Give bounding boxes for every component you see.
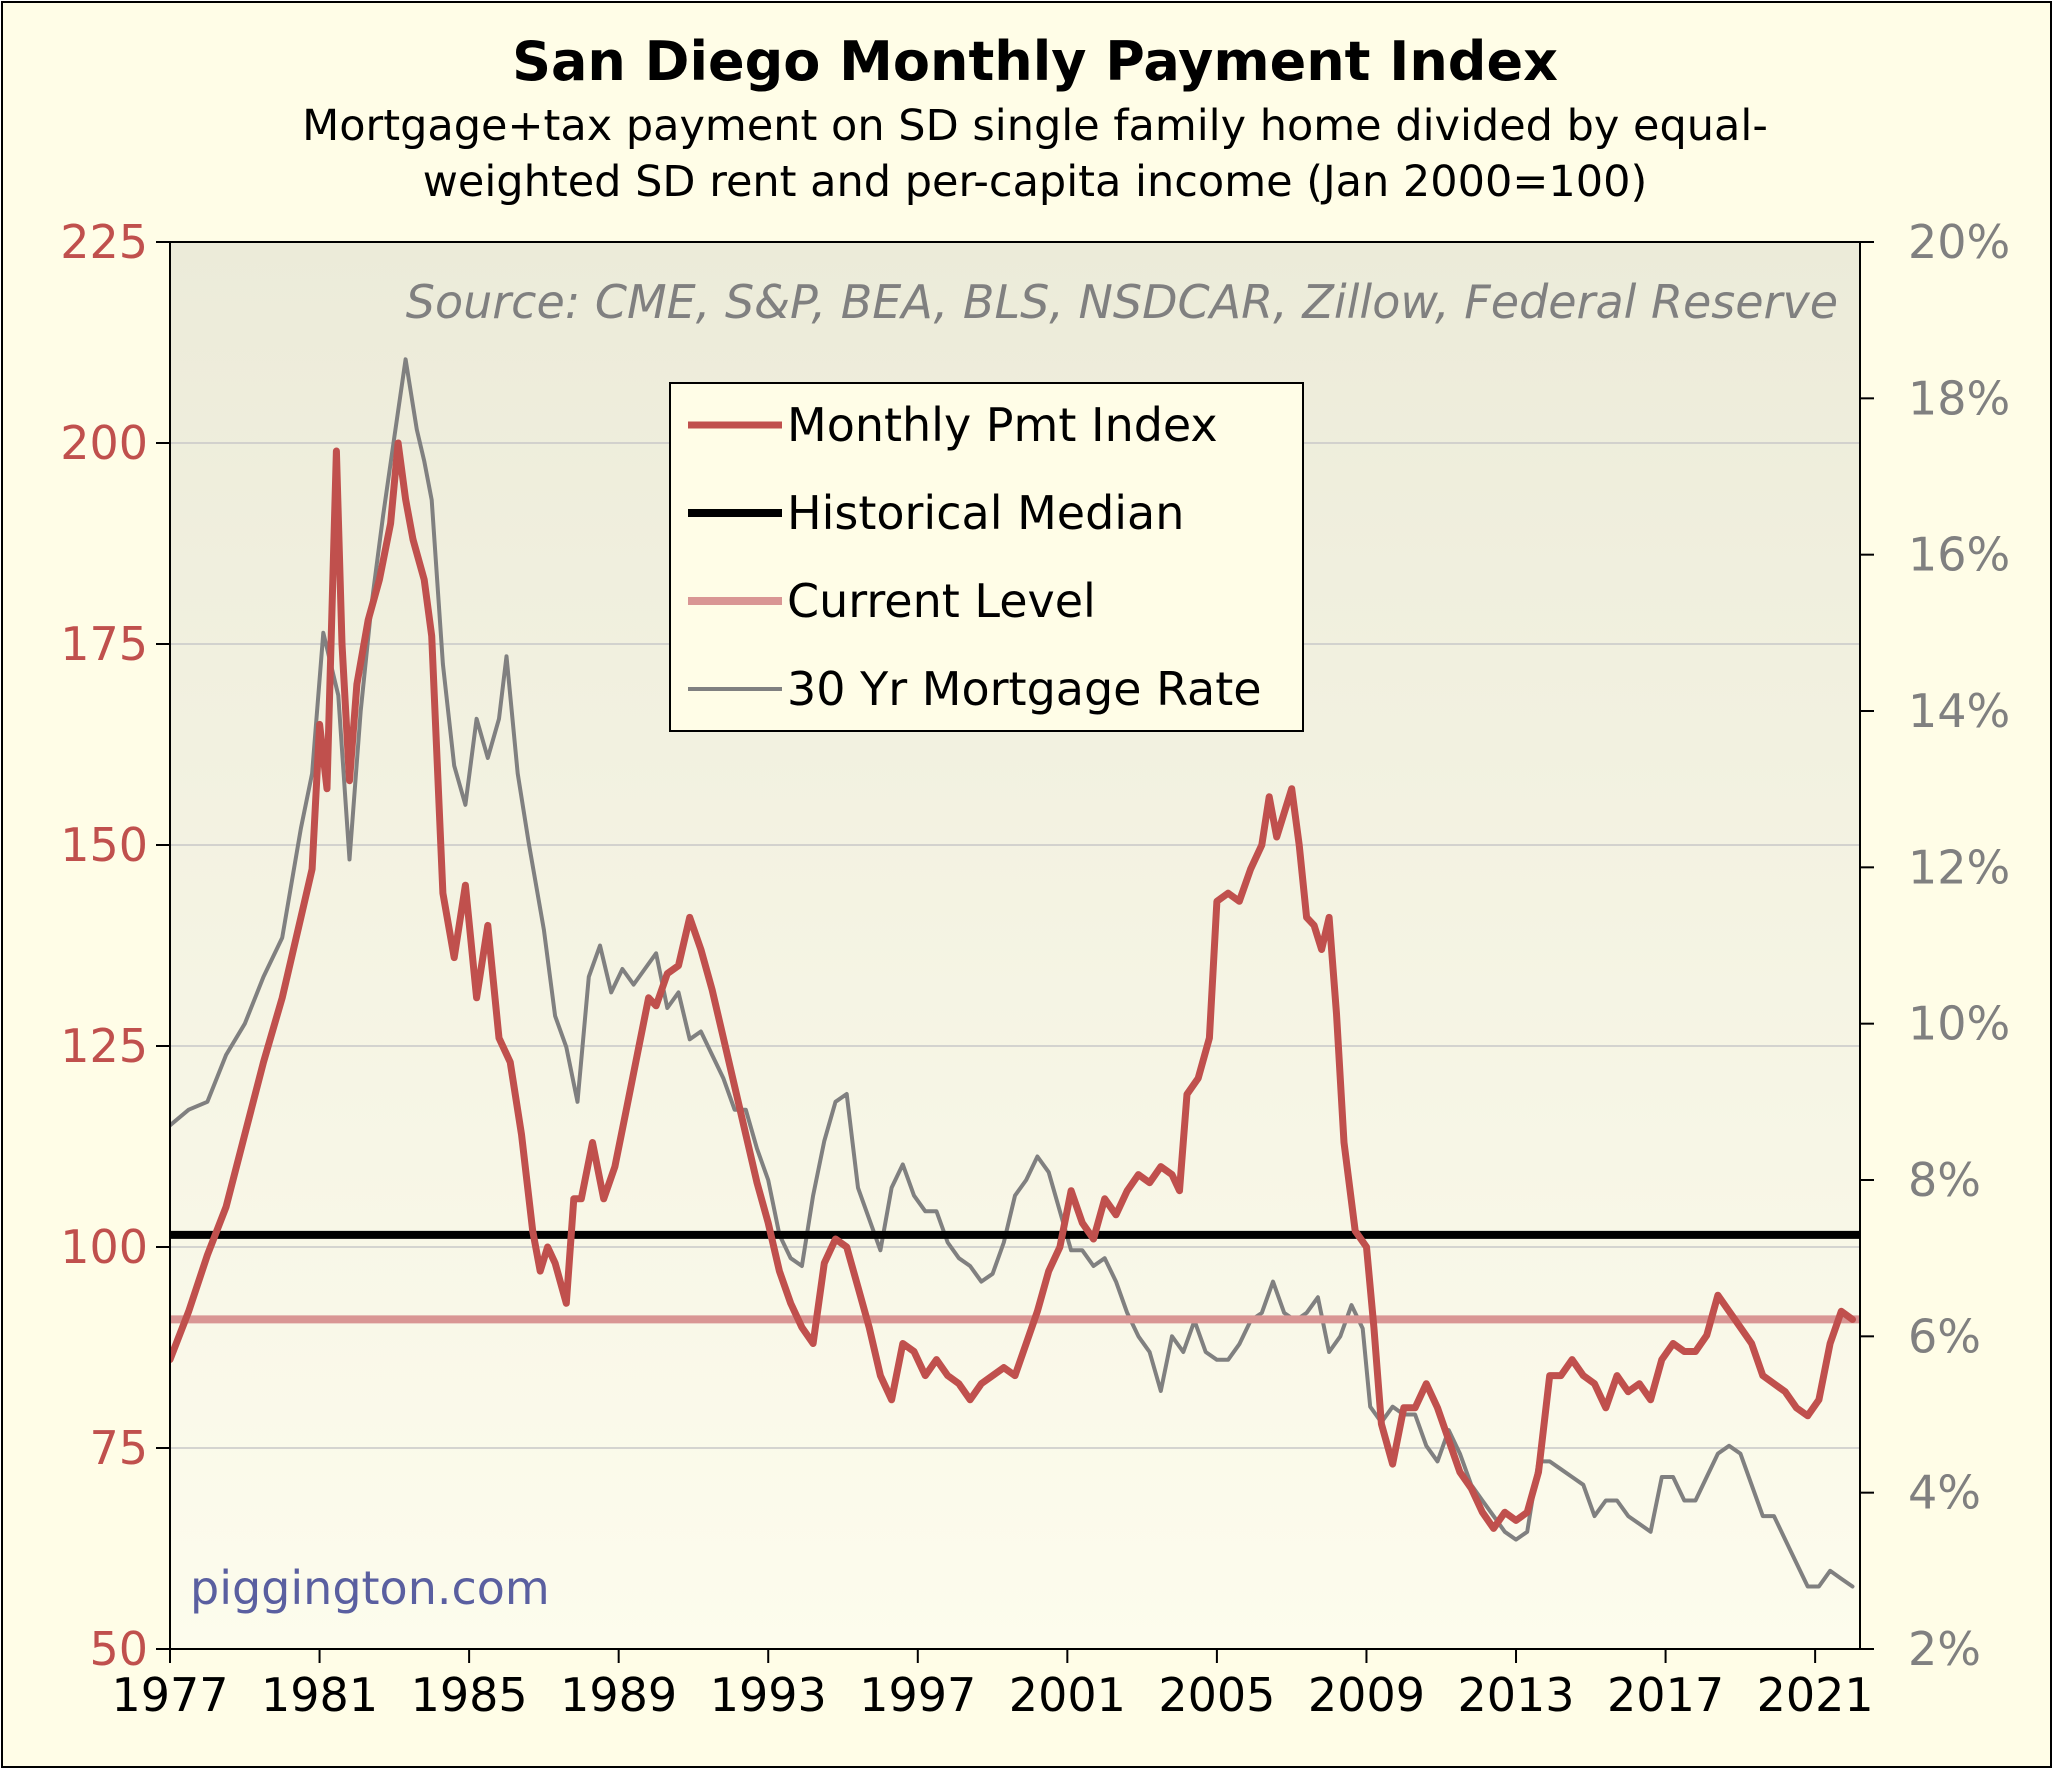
chart-subtitle-line-2: weighted SD rent and per-capita income (… <box>423 157 1648 207</box>
series-lines <box>170 357 1860 1589</box>
left-axis-tick-label: 125 <box>60 1019 148 1073</box>
x-axis-tick-label: 1977 <box>111 1668 228 1722</box>
legend-label-current-level: Current Level <box>787 574 1096 628</box>
x-axis-tick-label: 2001 <box>1009 1668 1126 1722</box>
x-axis-tick-label: 2017 <box>1607 1668 1724 1722</box>
x-axis-tick-label: 1997 <box>859 1668 976 1722</box>
left-axis-tick-label: 175 <box>60 617 148 671</box>
watermark: piggington.com <box>190 1561 550 1615</box>
left-axis-tick-label: 75 <box>89 1421 148 1475</box>
legend-box <box>669 382 1304 732</box>
series-line-30-yr-mortgage-rate <box>170 357 1855 1589</box>
x-axis-tick-label: 1989 <box>560 1668 677 1722</box>
legend: Monthly Pmt Index Historical Median Curren… <box>669 382 1304 732</box>
right-axis-tick-label: 8% <box>1908 1153 1981 1207</box>
axes: 50 75 100 125 150 175 200 225 2% 4% 6% 8% 10% 12% 14% 1… <box>60 215 2010 1722</box>
series-line-monthly-pmt-index <box>170 439 1856 1532</box>
legend-label-30-yr-mortgage-rate: 30 Yr Mortgage Rate <box>787 662 1262 716</box>
right-axis-tick-label: 16% <box>1908 528 2010 582</box>
right-axis-tick-label: 12% <box>1908 840 2010 894</box>
x-axis-tick-label: 2005 <box>1158 1668 1275 1722</box>
right-axis-tick-label: 2% <box>1908 1622 1981 1676</box>
right-axis-tick-label: 18% <box>1908 371 2010 425</box>
source-note: Source: CME, S&P, BEA, BLS, NSDCAR, Zill… <box>406 275 1838 329</box>
left-axis-tick-label: 150 <box>60 818 148 872</box>
left-axis-tick-label: 200 <box>60 416 148 470</box>
x-axis-tick-label: 2013 <box>1457 1668 1574 1722</box>
left-axis-tick-label: 50 <box>89 1622 148 1676</box>
plot-border <box>169 241 1861 1650</box>
x-axis-tick-label: 2009 <box>1308 1668 1425 1722</box>
right-axis-tick-label: 4% <box>1908 1466 1981 1520</box>
left-axis-tick-label: 225 <box>60 215 148 269</box>
chart-title: San Diego Monthly Payment Index <box>512 30 1558 93</box>
right-axis-tick-label: 10% <box>1908 997 2010 1051</box>
legend-label-historical-median: Historical Median <box>787 486 1184 540</box>
right-axis-tick-label: 6% <box>1908 1309 1981 1363</box>
right-axis-tick-label: 20% <box>1908 215 2010 269</box>
chart-subtitle-line-1: Mortgage+tax payment on SD single family… <box>302 101 1768 151</box>
x-axis-tick-label: 2021 <box>1757 1668 1874 1722</box>
x-axis-tick-label: 1981 <box>261 1668 378 1722</box>
legend-label-monthly-pmt-index: Monthly Pmt Index <box>787 398 1218 452</box>
left-axis-tick-label: 100 <box>60 1220 148 1274</box>
x-axis-tick-label: 1993 <box>710 1668 827 1722</box>
right-axis-tick-label: 14% <box>1908 684 2010 738</box>
x-axis-tick-label: 1985 <box>411 1668 528 1722</box>
